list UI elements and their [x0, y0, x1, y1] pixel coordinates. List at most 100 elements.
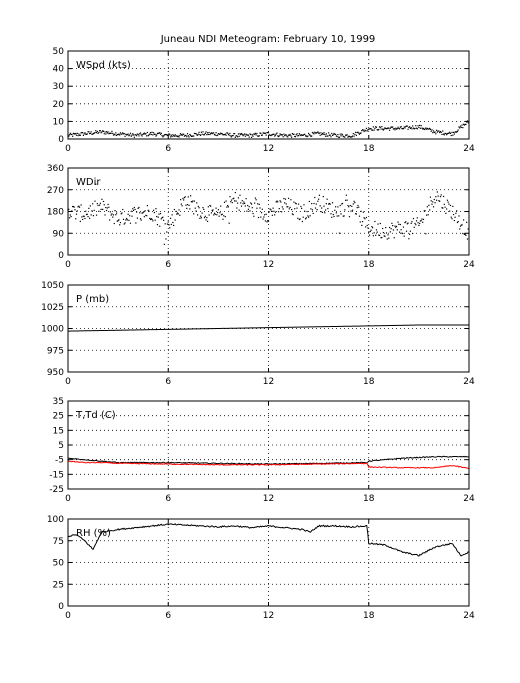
y-tick-label: 30 — [53, 82, 65, 92]
data-point — [396, 229, 398, 231]
x-tick-label: 6 — [165, 494, 171, 504]
data-point — [322, 195, 324, 198]
data-point — [220, 214, 223, 216]
data-point — [236, 207, 238, 209]
data-point — [319, 205, 321, 207]
data-point — [115, 214, 117, 216]
data-point — [270, 134, 273, 136]
data-point — [96, 203, 98, 205]
data-point — [384, 235, 386, 237]
data-point — [160, 132, 162, 134]
data-point — [356, 207, 358, 209]
data-point — [431, 129, 433, 131]
data-point — [144, 210, 146, 212]
x-tick-label: 12 — [263, 144, 274, 154]
data-point — [88, 217, 91, 219]
data-point — [374, 127, 376, 129]
data-point — [279, 133, 281, 135]
data-point — [410, 222, 412, 225]
data-point — [266, 132, 268, 134]
data-point — [215, 132, 217, 134]
data-point — [197, 205, 199, 207]
data-point — [272, 133, 274, 135]
data-point — [75, 218, 77, 220]
data-point — [460, 224, 462, 226]
data-point — [168, 133, 170, 135]
data-point — [424, 128, 426, 130]
data-point — [375, 126, 377, 128]
data-point — [210, 133, 212, 135]
data-point — [322, 133, 324, 135]
data-point — [139, 212, 141, 214]
data-point — [244, 205, 246, 207]
data-point — [119, 224, 121, 226]
data-point — [233, 200, 236, 202]
data-point — [113, 222, 115, 225]
data-point — [300, 205, 302, 208]
data-point — [445, 132, 447, 135]
data-point — [180, 203, 182, 205]
series-line-0 — [67, 455, 470, 465]
data-point — [281, 134, 283, 136]
data-point — [252, 135, 254, 137]
data-point — [330, 136, 332, 138]
data-point — [75, 134, 78, 136]
y-tick-label: 10 — [53, 117, 65, 127]
data-point — [424, 210, 426, 212]
data-point — [153, 133, 155, 135]
data-point — [132, 133, 134, 135]
data-point — [195, 210, 197, 212]
data-point — [230, 201, 232, 203]
data-point — [240, 202, 242, 204]
data-point — [448, 132, 450, 134]
data-point — [350, 210, 352, 212]
data-point — [434, 131, 436, 133]
data-point — [238, 209, 240, 211]
data-point — [358, 215, 361, 217]
data-point — [99, 202, 101, 204]
data-point — [452, 213, 455, 216]
data-point — [209, 204, 211, 207]
data-point — [439, 131, 441, 134]
data-point — [409, 127, 411, 129]
data-point — [201, 133, 203, 135]
data-point — [91, 133, 93, 135]
data-point — [320, 132, 322, 134]
data-point — [294, 135, 296, 138]
data-point — [191, 135, 193, 137]
data-point — [374, 220, 376, 223]
data-point — [302, 134, 304, 136]
data-point — [428, 204, 430, 206]
data-point — [170, 134, 172, 136]
data-point — [259, 207, 261, 209]
data-point — [432, 206, 435, 208]
data-point — [156, 215, 158, 218]
data-point — [294, 202, 297, 204]
data-point — [95, 132, 98, 134]
data-point — [453, 133, 455, 135]
data-point — [269, 208, 271, 210]
data-point — [450, 134, 452, 137]
data-point — [210, 205, 212, 207]
x-tick-label: 12 — [263, 611, 274, 621]
data-point — [130, 135, 132, 137]
data-point — [204, 132, 206, 135]
panel-wind-direction: 0 6 12 18 24 0 90 180 270 360 WDir — [47, 164, 475, 270]
data-point — [193, 200, 196, 202]
data-point — [303, 133, 305, 136]
data-point — [232, 198, 234, 200]
data-point — [210, 132, 213, 134]
data-point — [333, 132, 335, 135]
data-point — [156, 134, 158, 136]
data-point — [429, 209, 431, 211]
data-point — [405, 230, 408, 232]
data-point — [246, 134, 248, 136]
data-point — [358, 206, 360, 208]
data-point — [102, 130, 105, 133]
x-tick-label: 12 — [263, 260, 274, 270]
data-point — [207, 133, 209, 136]
data-point — [187, 196, 189, 198]
data-point — [163, 219, 165, 221]
data-point — [316, 209, 318, 211]
data-point — [444, 206, 446, 208]
